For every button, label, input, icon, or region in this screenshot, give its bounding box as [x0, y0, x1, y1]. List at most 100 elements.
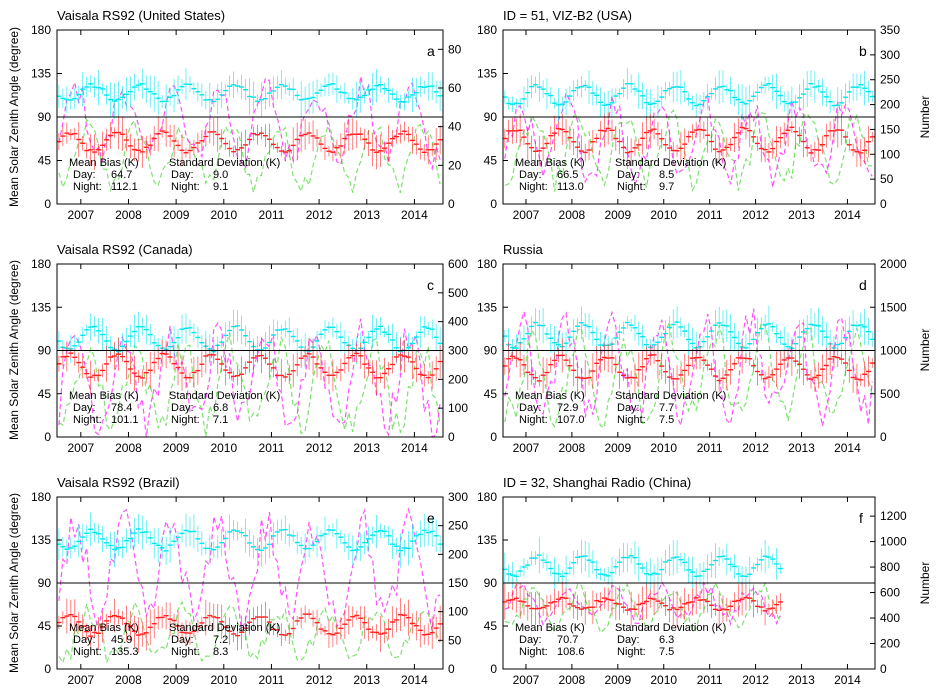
stats-bias-day: 45.9: [111, 634, 132, 646]
stats-day-label: Day:: [617, 634, 640, 646]
y-right-tick-label: 0: [448, 662, 455, 676]
x-tick-label: 2010: [210, 208, 237, 222]
x-tick-label: 2014: [401, 208, 428, 222]
y-right-tick-label: 50: [448, 633, 462, 647]
x-tick-label: 2008: [559, 673, 586, 687]
x-tick-label: 2013: [353, 673, 380, 687]
stats-bias-night: 135.3: [111, 646, 139, 658]
stats-bias-day: 72.9: [557, 402, 578, 414]
stats-day-label: Day:: [519, 634, 542, 646]
y-right-tick-label: 1500: [880, 300, 907, 314]
stats-sd-night: 9.1: [213, 181, 228, 193]
stats-sd-day: 8.5: [659, 169, 674, 181]
y-right-tick-label: 400: [448, 315, 468, 329]
y-right-tick-label: 80: [448, 42, 462, 56]
y-right-tick-label: 100: [880, 147, 900, 161]
x-tick-label: 2014: [401, 673, 428, 687]
stats-bias-night: 108.6: [557, 646, 585, 658]
y-left-tick-label: 45: [38, 154, 52, 168]
panel-c: Vaisala RS92 (Canada) 2007 2008 2009 2010 201…: [31, 242, 468, 455]
x-tick-label: 2012: [742, 441, 769, 455]
y-right-tick-label: 200: [880, 98, 900, 112]
y-right-tick-label: 100: [448, 401, 468, 415]
y-right-tick-label: 250: [448, 519, 468, 533]
x-tick-label: 2013: [353, 441, 380, 455]
stats-sd-day: 6.8: [213, 402, 228, 414]
stats-day-label: Day:: [519, 402, 542, 414]
x-tick-label: 2009: [604, 673, 631, 687]
stats-sd-night: 7.5: [659, 414, 674, 426]
stats-night-label: Night:: [171, 414, 200, 426]
plot-area: [57, 507, 443, 665]
right-y-axis-label: Number: [918, 96, 932, 139]
x-tick-label: 2014: [834, 441, 861, 455]
stats-night-label: Night:: [73, 181, 102, 193]
stats-night-label: Night:: [73, 414, 102, 426]
y-left-tick-label: 135: [31, 533, 51, 547]
stats-sd-header: Standard Deviation (K): [615, 390, 726, 402]
y-right-tick-label: 500: [880, 387, 900, 401]
x-tick-label: 2009: [163, 441, 190, 455]
x-tick-label: 2013: [788, 673, 815, 687]
y-left-tick-label: 90: [484, 110, 498, 124]
stats-day-label: Day:: [171, 634, 194, 646]
stats-bias-night: 112.1: [111, 181, 138, 193]
x-tick-label: 2012: [742, 208, 769, 222]
x-tick-label: 2011: [259, 208, 285, 222]
y-left-tick-label: 90: [38, 576, 52, 590]
y-right-tick-label: 40: [448, 120, 462, 134]
stats-bias-header: Mean Bias (K): [69, 157, 139, 169]
y-left-tick-label: 45: [38, 619, 52, 633]
stats-bias-night: 101.1: [111, 414, 139, 426]
panel-title: Vaisala RS92 (Brazil): [57, 475, 180, 490]
stats-sd-day: 7.2: [213, 634, 228, 646]
x-tick-label: 2013: [788, 208, 815, 222]
y-left-tick-label: 180: [477, 490, 497, 504]
panel-b: ID = 51, VIZ-B2 (USA) 2007 2008 2009 2010 201…: [477, 8, 900, 222]
stats-day-label: Day:: [73, 402, 96, 414]
stats-sd-header: Standard Deviation (K): [169, 390, 280, 402]
panel-d: Russia 2007 2008 2009 2010 2011 2012 2013 2014 0 4…: [477, 242, 907, 455]
stats-night-label: Night:: [73, 646, 102, 658]
panel-title: ID = 51, VIZ-B2 (USA): [503, 8, 632, 23]
panel-title: Vaisala RS92 (Canada): [57, 242, 193, 257]
stats-sd-header: Standard Deviation (K): [615, 157, 726, 169]
panel-letter: d: [859, 277, 867, 293]
x-tick-label: 2010: [210, 673, 237, 687]
stats-sd-night: 7.1: [213, 414, 228, 426]
y-left-tick-label: 0: [44, 197, 51, 211]
stats-bias-day: 78.4: [111, 402, 132, 414]
stats-night-label: Night:: [171, 646, 200, 658]
y-right-tick-label: 200: [880, 637, 900, 651]
panel-letter: e: [427, 510, 435, 526]
x-tick-label: 2013: [788, 441, 815, 455]
stats-day-label: Day:: [73, 169, 96, 181]
x-tick-label: 2008: [115, 441, 142, 455]
stats-bias-night: 113.0: [557, 181, 584, 193]
stats-bias-header: Mean Bias (K): [69, 622, 139, 634]
left-y-axis-label: Mean Solar Zenith Angle (degree): [7, 260, 21, 440]
y-left-tick-label: 90: [38, 344, 52, 358]
x-tick-label: 2014: [834, 673, 861, 687]
y-left-tick-label: 135: [477, 300, 497, 314]
x-tick-label: 2014: [401, 441, 428, 455]
y-left-tick-label: 135: [31, 300, 51, 314]
x-tick-label: 2008: [115, 673, 142, 687]
y-left-tick-label: 45: [484, 387, 498, 401]
y-right-tick-label: 2000: [880, 257, 907, 271]
x-tick-label: 2007: [513, 673, 540, 687]
stats-day-label: Day:: [171, 169, 194, 181]
x-tick-label: 2011: [259, 673, 285, 687]
stats-night-label: Night:: [519, 414, 548, 426]
x-tick-label: 2009: [604, 441, 631, 455]
plot-area: [503, 305, 875, 429]
y-left-tick-label: 90: [484, 576, 498, 590]
y-left-tick-label: 135: [31, 67, 51, 81]
y-right-tick-label: 300: [448, 490, 468, 504]
left-y-axis-label: Mean Solar Zenith Angle (degree): [7, 27, 21, 207]
x-tick-label: 2011: [697, 673, 723, 687]
y-right-tick-label: 1000: [880, 344, 907, 358]
stats-night-label: Night:: [519, 181, 548, 193]
stats-sd-night: 8.3: [213, 646, 228, 658]
